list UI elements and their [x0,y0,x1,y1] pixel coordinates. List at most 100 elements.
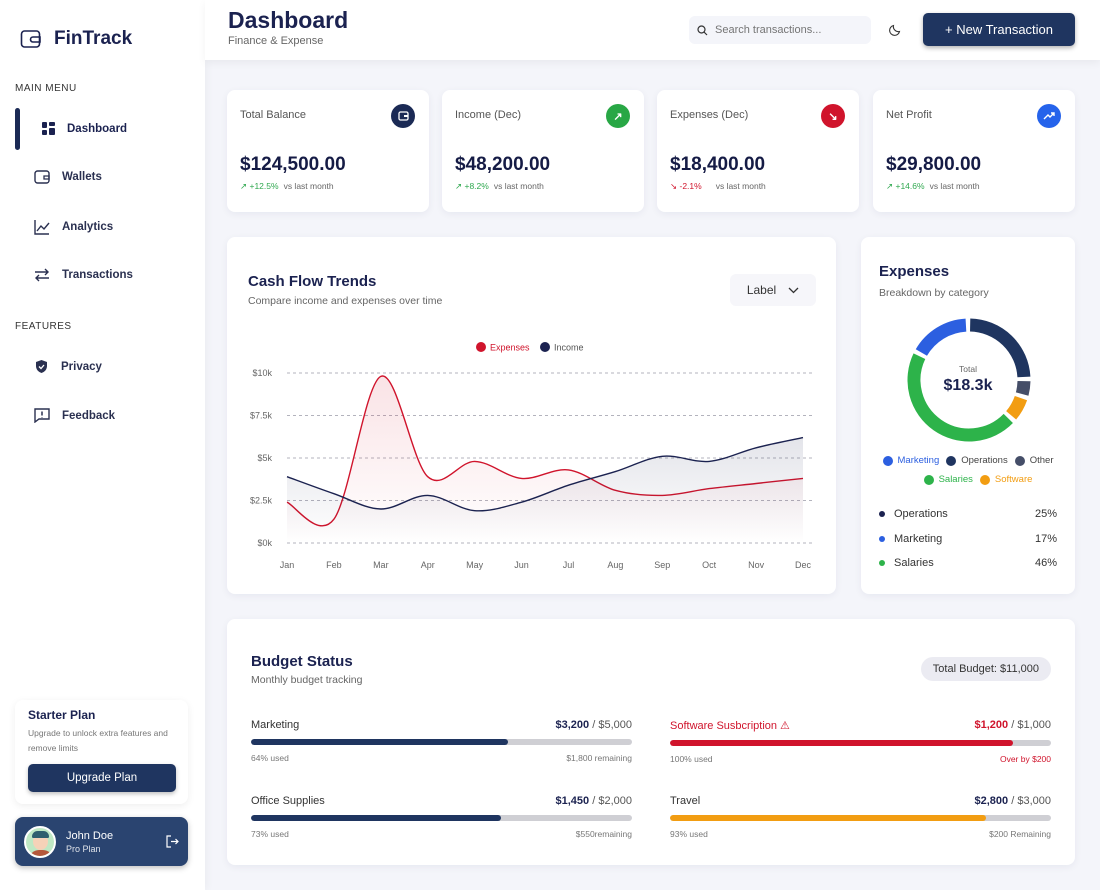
stat-label: Expenses (Dec) [670,109,749,121]
arrow-up-right-icon: ↗ [455,181,465,191]
donut-slice-salaries [907,353,1013,442]
legend-label: Operations [961,455,1008,466]
swap-arrows-icon [35,268,49,282]
donut-slice-marketing [915,318,967,357]
user-plan: Pro Plan [66,843,101,854]
search-icon [697,24,708,35]
arrow-up-right-icon: ↗ [606,104,630,128]
search-box[interactable] [689,16,871,44]
sidebar-item-feedback[interactable]: Feedback [34,408,115,423]
stat-change-row: ↗ +14.6% vs last month [886,181,980,192]
legend-dot [882,455,893,466]
legend-label: Software [994,474,1033,485]
stat-change-suffix: vs last month [929,181,980,191]
expenses-card: Expenses Breakdown by category Total $18… [861,237,1075,594]
budget-progress-bar [670,815,1051,821]
budget-progress-bar [251,739,632,745]
stat-label: Income (Dec) [455,109,522,121]
budget-spent: $3,200 [555,719,590,731]
sidebar-item-label: Analytics [62,221,114,233]
x-tick-label: Jan [280,560,295,570]
stat-card: Income (Dec) ↗ $48,200.00 ↗ +8.2% vs last… [442,90,644,212]
breakdown-row: Marketing 17% [879,533,1057,545]
legend-item[interactable]: Other [1014,455,1054,466]
budget-spent: $1,200 [974,719,1009,731]
legend-dot [923,474,934,485]
budget-progress-bar [251,815,632,821]
arrow-up-right-icon: ↗ [240,181,250,191]
sidebar-item-wallets[interactable]: Wallets [34,170,102,184]
line-chart-icon [34,220,50,235]
y-tick-label: $0k [257,538,272,548]
stat-change: +12.5% [249,181,279,191]
budget-name: Office Supplies [251,795,325,807]
sidebar: FinTrack MAIN MENU Dashboard Wallets Ana… [0,0,205,890]
budget-remaining: $1,800 remaining [566,753,632,763]
moon-icon[interactable] [889,23,902,36]
trending-up-icon [1037,104,1061,128]
legend-label: Expenses [490,343,530,353]
budget-progress-fill [670,740,1013,746]
stat-card: Expenses (Dec) ↘ $18,400.00 ↘ -2.1% vs la… [657,90,859,212]
logout-icon[interactable] [166,835,179,848]
bullet-dot [879,535,885,542]
user-name: John Doe [66,829,114,842]
x-tick-label: Jun [514,560,529,570]
budget-spent: $2,800 [974,795,1009,807]
budget-subtitle: Monthly budget tracking [251,674,363,686]
active-indicator [15,108,20,150]
budget-limit: / $2,000 [592,795,632,807]
bullet-dot [879,511,885,518]
arrow-down-right-icon: ↘ [821,104,845,128]
stat-change-suffix: vs last month [283,181,334,191]
breakdown-pct: 25% [1034,508,1057,520]
expenses-subtitle: Breakdown by category [879,287,989,299]
series-line-income [286,436,804,512]
new-transaction-button[interactable]: + New Transaction [923,13,1075,46]
budget-used: 100% used [670,754,713,764]
budget-item: Office Supplies $1,450 / $2,000 73% used… [251,795,632,839]
cash-flow-card: Cash Flow Trends Compare income and expe… [227,237,836,594]
breakdown-pct: 46% [1034,557,1057,569]
legend-dot [476,342,486,352]
donut-total-label: Total [959,364,977,374]
stat-change-row: ↘ -2.1% vs last month [670,181,766,192]
legend-dot [946,455,957,466]
grid-icon [42,122,55,135]
sidebar-item-privacy[interactable]: Privacy [34,359,102,374]
brand-name: FinTrack [54,28,133,49]
budget-remaining: $200 Remaining [989,829,1051,839]
legend-label: Other [1029,455,1054,466]
dropdown-value: Label [746,283,777,297]
legend-item[interactable]: Salaries [923,474,973,485]
user-profile[interactable]: John Doe Pro Plan [15,817,188,866]
budget-limit: / $3,000 [1011,795,1051,807]
breakdown-name: Marketing [894,532,943,545]
legend-item[interactable]: Marketing [882,455,939,466]
stat-value: $48,200.00 [455,154,551,175]
search-input[interactable] [715,24,855,36]
stat-value: $124,500.00 [240,154,346,175]
plan-card: Starter Plan Upgrade to unlock extra fea… [15,700,188,804]
sidebar-item-transactions[interactable]: Transactions [34,268,133,282]
label-dropdown[interactable]: Label [730,274,816,306]
main-menu-label: MAIN MENU [15,83,77,94]
budget-remaining: $550remaining [575,829,632,839]
chevron-down-icon [788,287,799,293]
legend-label: Income [554,343,584,353]
breakdown-pct: 17% [1034,532,1057,545]
stat-change: +8.2% [464,181,489,191]
donut-slice-software [1005,395,1028,420]
upgrade-plan-button[interactable]: Upgrade Plan [28,764,176,792]
stat-change-suffix: vs last month [493,181,544,191]
donut-legend: Marketing Operations Other Salaries Software [871,455,1065,485]
budget-item: Software Susbcription ⚠ $1,200 / $1,000 … [670,719,1051,764]
features-label: FEATURES [15,321,72,332]
brand[interactable]: FinTrack [20,28,132,50]
budget-progress-bar [670,740,1051,746]
legend-item[interactable]: Operations [946,455,1008,466]
sidebar-item-analytics[interactable]: Analytics [34,219,113,235]
y-tick-label: $10k [252,368,272,378]
legend-item[interactable]: Software [979,474,1033,485]
sidebar-item-dashboard[interactable]: Dashboard [42,122,127,135]
